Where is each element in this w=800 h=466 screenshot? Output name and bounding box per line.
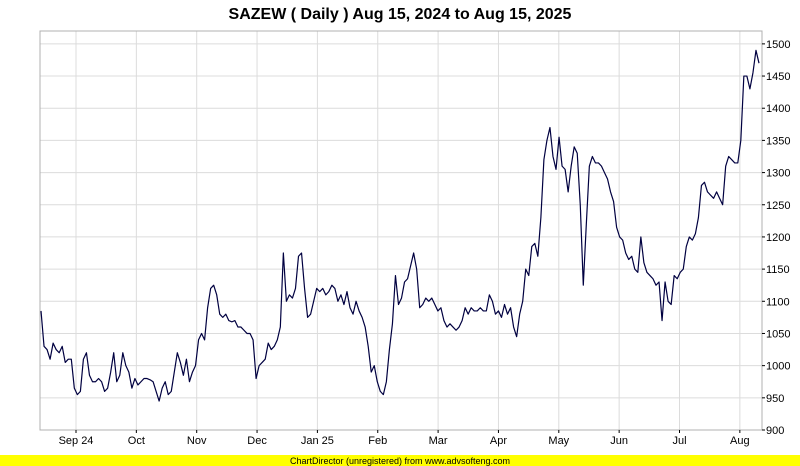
x-tick-label: May	[548, 435, 569, 447]
y-tick-label: 1400	[766, 103, 790, 115]
footer-bar	[0, 455, 800, 466]
footer-text: ChartDirector (unregistered) from www.ad…	[290, 456, 510, 466]
x-tick-label: Apr	[490, 435, 507, 447]
y-tick-label: 1450	[766, 71, 790, 83]
series-layer	[40, 49, 760, 402]
chart-title: SAZEW ( Daily ) Aug 15, 2024 to Aug 15, …	[229, 6, 572, 23]
x-tick-label: Mar	[429, 435, 448, 447]
y-tick-label: 1300	[766, 168, 790, 180]
x-tick-label: Dec	[247, 435, 267, 447]
y-tick-label: 1050	[766, 328, 790, 340]
x-tick-label: Jan 25	[301, 435, 334, 447]
x-tick-label: Aug	[730, 435, 750, 447]
x-tick-label: Nov	[187, 435, 207, 447]
y-tick-label: 900	[766, 425, 784, 437]
y-tick-label: 1500	[766, 39, 790, 51]
y-tick-label: 1200	[766, 232, 790, 244]
x-tick-label: Feb	[368, 435, 387, 447]
y-tick-label: 1250	[766, 200, 790, 212]
x-tick-label: Sep 24	[59, 435, 94, 447]
grid	[40, 31, 762, 430]
y-tick-label: 1000	[766, 361, 790, 373]
x-tick-label: Jun	[610, 435, 628, 447]
plot-area	[40, 31, 762, 430]
y-tick-label: 950	[766, 393, 784, 405]
plot-border	[39, 30, 763, 431]
price-line	[40, 49, 760, 402]
x-axis: Sep 24 Oct Nov Dec Jan 25 Feb Mar Apr May Jun Jul A…	[59, 430, 750, 447]
y-tick-label: 1350	[766, 135, 790, 147]
y-tick-label: 1100	[766, 296, 790, 308]
x-tick-label: Jul	[672, 435, 686, 447]
y-axis: 900 950 1000 1050 1100 1150 1200 1250 1300 1350 14…	[762, 39, 790, 437]
y-tick-label: 1150	[766, 264, 790, 276]
x-tick-label: Oct	[128, 435, 145, 447]
